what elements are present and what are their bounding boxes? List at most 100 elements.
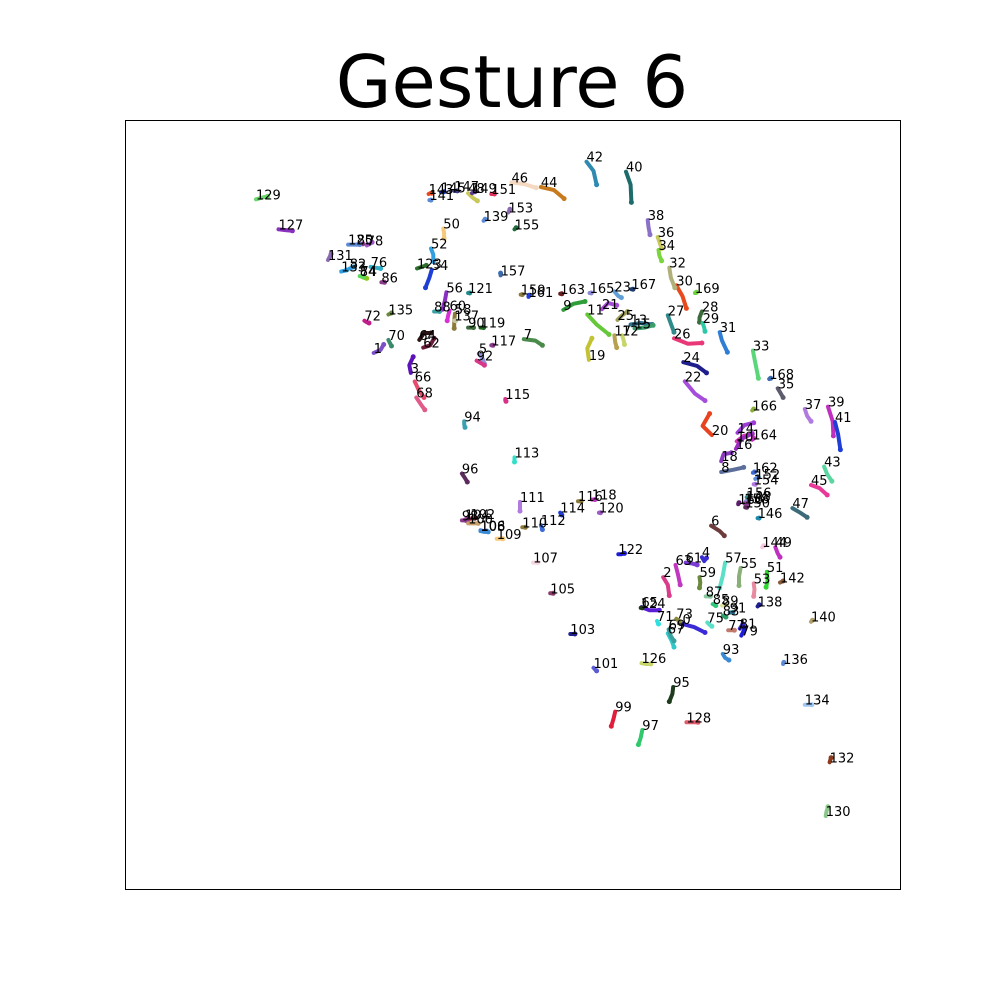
stroke-label-69: 69 [669,618,686,633]
stroke-end-49 [777,554,783,560]
stroke-label-68: 68 [416,387,433,402]
stroke-label-124: 124 [641,597,666,612]
stroke-label-38: 38 [648,209,665,224]
stroke-label-7: 7 [524,328,532,343]
stroke-label-62: 62 [423,337,440,352]
stroke-end-150 [744,504,750,510]
stroke-end-63 [677,582,683,588]
stroke-label-140: 140 [811,611,836,626]
stroke-end-73 [676,619,682,625]
stroke-end-145 [441,189,447,195]
stroke-label-155: 155 [515,218,540,233]
stroke-end-103 [572,631,578,637]
stroke-end-86 [382,279,387,285]
stroke-label-165: 165 [590,282,615,297]
stroke-end-129 [265,193,271,199]
stroke-label-154: 154 [754,473,779,488]
stroke-end-25 [625,309,631,314]
stroke-label-40: 40 [626,161,643,176]
stroke-label-33: 33 [753,340,770,355]
stroke-label-110: 110 [522,516,547,531]
stroke-label-52: 52 [431,238,448,253]
stroke-end-97 [635,742,641,748]
stroke-label-89: 89 [722,595,739,610]
stroke-label-9: 9 [563,299,571,314]
stroke-end-158 [745,501,750,506]
stroke-13 [628,321,655,327]
stroke-label-56: 56 [446,281,463,296]
stroke-label-65: 65 [642,596,659,611]
stroke-end-60 [444,318,450,324]
stroke-30 [674,283,689,311]
stroke-end-38 [647,232,653,238]
stroke-label-42: 42 [587,151,604,166]
stroke-end-120 [598,510,603,516]
stroke-label-158: 158 [744,493,769,508]
stroke-end-160 [736,500,742,506]
stroke-42 [584,159,599,187]
stroke-label-97: 97 [642,719,659,734]
stroke-label-161: 161 [529,286,554,301]
stroke-labels: 0123456789101112131415161718192021222324… [256,151,854,820]
stroke-label-160: 160 [738,493,763,508]
stroke-end-147 [454,188,460,194]
stroke-43 [822,464,834,484]
stroke-end-16 [749,431,755,437]
stroke-label-59: 59 [700,566,717,581]
stroke-label-162: 162 [753,462,778,477]
stroke-label-114: 114 [560,502,585,517]
stroke-label-46: 46 [512,171,529,186]
stroke-label-129: 129 [256,188,281,203]
stroke-label-70: 70 [388,329,405,344]
stroke-label-147: 147 [454,180,479,195]
stroke-end-96 [464,479,470,485]
stroke-label-98: 98 [462,509,479,524]
stroke-end-144 [761,543,767,549]
stroke-end-79 [741,626,747,632]
stroke-end-43 [829,478,835,484]
stroke-24 [681,360,709,375]
stroke-label-35: 35 [778,377,795,392]
stroke-end-169 [693,289,699,295]
stroke-label-31: 31 [720,321,737,336]
stroke-end-100 [475,520,481,526]
stroke-end-119 [481,325,487,331]
stroke-label-30: 30 [676,274,693,289]
stroke-label-157: 157 [501,264,526,279]
stroke-label-20: 20 [712,424,729,439]
stroke-label-144: 144 [762,536,787,551]
stroke-end-18 [728,450,734,456]
stroke-end-44 [561,196,567,202]
stroke-3 [407,354,416,375]
stroke-66 [412,379,426,400]
stroke-end-134 [809,702,815,708]
stroke-label-18: 18 [721,450,738,465]
stroke-end-32 [672,285,678,291]
stroke-label-6: 6 [711,515,719,530]
stroke-end-19 [589,335,595,341]
stroke-label-39: 39 [828,396,845,411]
stroke-label-43: 43 [824,456,841,471]
stroke-end-8 [741,464,747,470]
stroke-16 [733,431,755,451]
stroke-label-27: 27 [668,304,685,319]
stroke-label-51: 51 [767,561,784,576]
stroke-end-155 [513,225,519,231]
stroke-label-16: 16 [736,438,753,453]
stroke-label-130: 130 [826,805,851,820]
stroke-label-95: 95 [673,676,690,691]
stroke-9 [561,299,587,312]
stroke-end-137 [453,318,459,324]
stroke-end-88 [437,309,442,314]
stroke-8 [719,465,746,474]
stroke-end-108 [485,529,491,535]
stroke-label-25: 25 [618,309,635,324]
stroke-end-140 [810,617,815,623]
stroke-32 [667,265,677,290]
stroke-label-5: 5 [479,343,487,358]
stroke-end-50 [441,236,447,241]
stroke-label-109: 109 [497,528,522,543]
stroke-label-106: 106 [481,519,506,534]
stroke-label-17: 17 [614,324,631,339]
stroke-end-146 [756,515,762,521]
